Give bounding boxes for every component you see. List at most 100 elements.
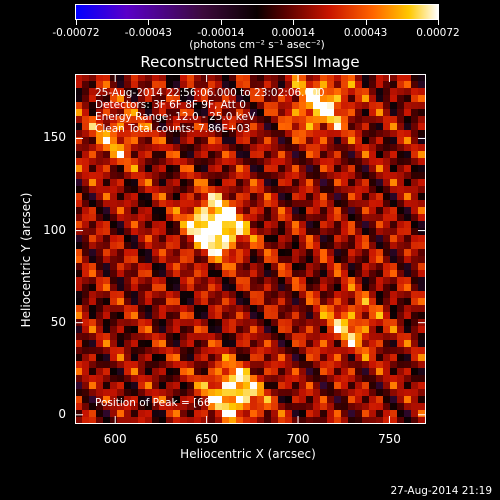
heatmap-cell [285,242,293,250]
heatmap-cell [159,200,167,208]
heatmap-cell [383,95,391,103]
heatmap-cell [327,256,335,264]
heatmap-cell [208,165,216,173]
x-tick-label: 700 [286,432,310,446]
heatmap-cell [152,102,160,110]
heatmap-cell [131,312,139,320]
heatmap-cell [159,193,167,201]
heatmap-cell [201,403,209,411]
heatmap-cell [306,298,314,306]
heatmap-cell [404,109,412,117]
heatmap-cell [334,88,342,96]
heatmap-cell [257,214,265,222]
heatmap-cell [355,151,363,159]
heatmap-cell [201,382,209,390]
heatmap-cell [348,200,356,208]
heatmap-cell [369,242,377,250]
heatmap-cell [285,179,293,187]
heatmap-cell [320,319,328,327]
heatmap-cell [355,249,363,257]
heatmap-cell [390,312,398,320]
heatmap-cell [418,305,426,313]
heatmap-cell [124,270,132,278]
heatmap-cell [271,200,279,208]
heatmap-cell [390,270,398,278]
heatmap-cell [243,347,251,355]
heatmap-cell [208,375,216,383]
heatmap-cell [327,74,335,82]
heatmap-cell [327,291,335,299]
heatmap-cell [103,165,111,173]
heatmap-cell [411,368,419,376]
heatmap-cell [96,151,104,159]
heatmap-cell [397,319,405,327]
heatmap-cell [215,389,223,397]
heatmap-cell [397,102,405,110]
heatmap-cell [313,242,321,250]
heatmap-cell [187,193,195,201]
heatmap-cell [327,214,335,222]
heatmap-cell [376,102,384,110]
heatmap-cell [383,102,391,110]
heatmap-cell [341,158,349,166]
heatmap-cell [278,284,286,292]
heatmap-cell [173,263,181,271]
heatmap-cell [390,347,398,355]
heatmap-cell [418,193,426,201]
heatmap-cell [152,88,160,96]
heatmap-cell [250,95,258,103]
heatmap-cell [117,312,125,320]
heatmap-cell [187,81,195,89]
heatmap-cell [362,305,370,313]
heatmap-cell [334,193,342,201]
heatmap-cell [411,347,419,355]
x-tick-label: 650 [195,432,219,446]
heatmap-cell [222,158,230,166]
heatmap-cell [390,109,398,117]
heatmap-cell [222,403,230,411]
heatmap-cell [299,130,307,138]
heatmap-cell [152,291,160,299]
heatmap-cell [348,221,356,229]
heatmap-cell [418,123,426,131]
heatmap-cell [411,375,419,383]
heatmap-cell [327,193,335,201]
heatmap-cell [110,95,118,103]
heatmap-cell [89,214,97,222]
heatmap-cell [145,396,153,404]
heatmap-cell [257,74,265,82]
heatmap-cell [166,277,174,285]
heatmap-cell [117,207,125,215]
heatmap-cell [96,228,104,236]
heatmap-cell [390,172,398,180]
heatmap-cell [236,179,244,187]
heatmap-cell [103,298,111,306]
heatmap-cell [89,270,97,278]
heatmap-cell [369,333,377,341]
heatmap-cell [152,298,160,306]
heatmap-cell [355,165,363,173]
heatmap-cell [341,172,349,180]
heatmap-cell [355,158,363,166]
heatmap-cell [320,291,328,299]
heatmap-cell [215,95,223,103]
heatmap-cell [299,361,307,369]
heatmap-cell [75,270,83,278]
heatmap-cell [327,207,335,215]
heatmap-cell [236,81,244,89]
heatmap-cell [404,270,412,278]
heatmap-cell [110,389,118,397]
heatmap-cell [418,144,426,152]
heatmap-cell [89,74,97,82]
heatmap-cell [376,200,384,208]
heatmap-cell [397,151,405,159]
heatmap-cell [299,74,307,82]
heatmap-cell [306,130,314,138]
heatmap-cell [194,74,202,82]
heatmap-cell [124,102,132,110]
heatmap-cell [89,256,97,264]
heatmap-cell [411,389,419,397]
heatmap-cell [243,116,251,124]
heatmap-cell [292,200,300,208]
heatmap-cell [264,270,272,278]
